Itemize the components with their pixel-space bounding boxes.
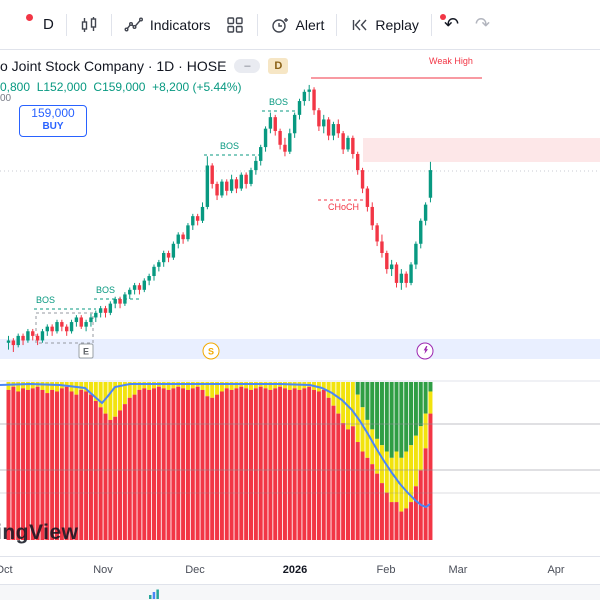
redo-icon: ↷ xyxy=(475,13,491,35)
candlestick-chart-icon xyxy=(79,15,99,35)
buy-label: BUY xyxy=(42,121,64,132)
replay-button[interactable]: Replay xyxy=(347,11,421,39)
tradingview-watermark: ingView xyxy=(0,521,79,544)
supply-zone xyxy=(363,138,600,162)
oscillator-line xyxy=(0,382,431,509)
bottom-bar xyxy=(0,584,600,600)
top-toolbar: D Indicators xyxy=(0,0,600,50)
interval-badge: D xyxy=(268,58,289,74)
axis-label-mar: Mar xyxy=(448,564,468,576)
axis-label-oct: Oct xyxy=(0,564,13,576)
time-axis[interactable]: Oct Nov Dec 2026 Feb Mar Apr xyxy=(0,556,600,585)
toolbar-separator xyxy=(110,13,112,36)
symbol-header: o Joint Stock Company · 1D · HOSE – D xyxy=(0,58,289,74)
replay-label: Replay xyxy=(375,16,419,33)
bottom-panel-icon[interactable] xyxy=(148,587,160,600)
axis-label-dec: Dec xyxy=(185,564,205,576)
earnings-marker[interactable]: E xyxy=(78,343,94,359)
notification-dot xyxy=(26,14,33,21)
candlestick-series xyxy=(6,84,433,352)
symbol-title[interactable]: o Joint Stock Company · 1D · HOSE xyxy=(0,58,227,74)
axis-label-2026: 2026 xyxy=(282,564,308,576)
buy-price-button[interactable]: 159,000 BUY xyxy=(19,105,87,137)
weak-high-label: Weak High xyxy=(429,56,473,66)
axis-label-feb: Feb xyxy=(376,564,396,576)
bos-label: BOS xyxy=(96,285,116,295)
lightning-icon xyxy=(421,345,429,358)
hide-indicator-pill[interactable]: – xyxy=(234,59,261,73)
replay-icon xyxy=(349,15,369,35)
axis-label-apr: Apr xyxy=(547,564,565,576)
range-box xyxy=(35,312,94,344)
event-bolt-marker[interactable] xyxy=(416,342,434,360)
indicators-button[interactable]: Indicators xyxy=(122,11,213,39)
bos-label: BOS xyxy=(36,295,56,305)
split-marker[interactable]: S xyxy=(202,342,220,360)
indicators-label: Indicators xyxy=(149,16,211,33)
indicators-icon xyxy=(124,15,144,35)
last-price: 159,000 xyxy=(31,106,75,120)
choch-label: CHoCH xyxy=(328,202,360,212)
undo-icon: ↶ xyxy=(443,13,460,35)
interval-button[interactable]: D xyxy=(41,12,56,37)
undo-button[interactable]: ↶ xyxy=(439,12,461,38)
unsaved-changes-dot xyxy=(439,13,446,20)
axis-label-nov: Nov xyxy=(93,564,113,576)
bos-label: BOS xyxy=(269,97,289,107)
toolbar-separator xyxy=(336,13,338,36)
redo-button[interactable]: ↷ xyxy=(473,12,492,38)
alert-button[interactable]: Alert xyxy=(268,11,327,39)
alert-clock-icon xyxy=(270,15,290,35)
oscillator-bars xyxy=(6,382,433,540)
indicator-templates-button[interactable] xyxy=(223,11,247,39)
highlight-band xyxy=(0,339,600,359)
toolbar-separator xyxy=(430,13,432,36)
bos-label: BOS xyxy=(220,141,240,151)
clipped-axis-label: 00 xyxy=(0,93,12,104)
grid-icon xyxy=(225,15,245,35)
toolbar-separator xyxy=(256,13,258,36)
chart-type-button[interactable] xyxy=(77,11,101,39)
ohlc-values: 0,800 L152,000 C159,000 +8,200 (+5.44%) xyxy=(0,80,242,94)
alert-label: Alert xyxy=(295,16,325,33)
toolbar-separator xyxy=(65,13,67,36)
